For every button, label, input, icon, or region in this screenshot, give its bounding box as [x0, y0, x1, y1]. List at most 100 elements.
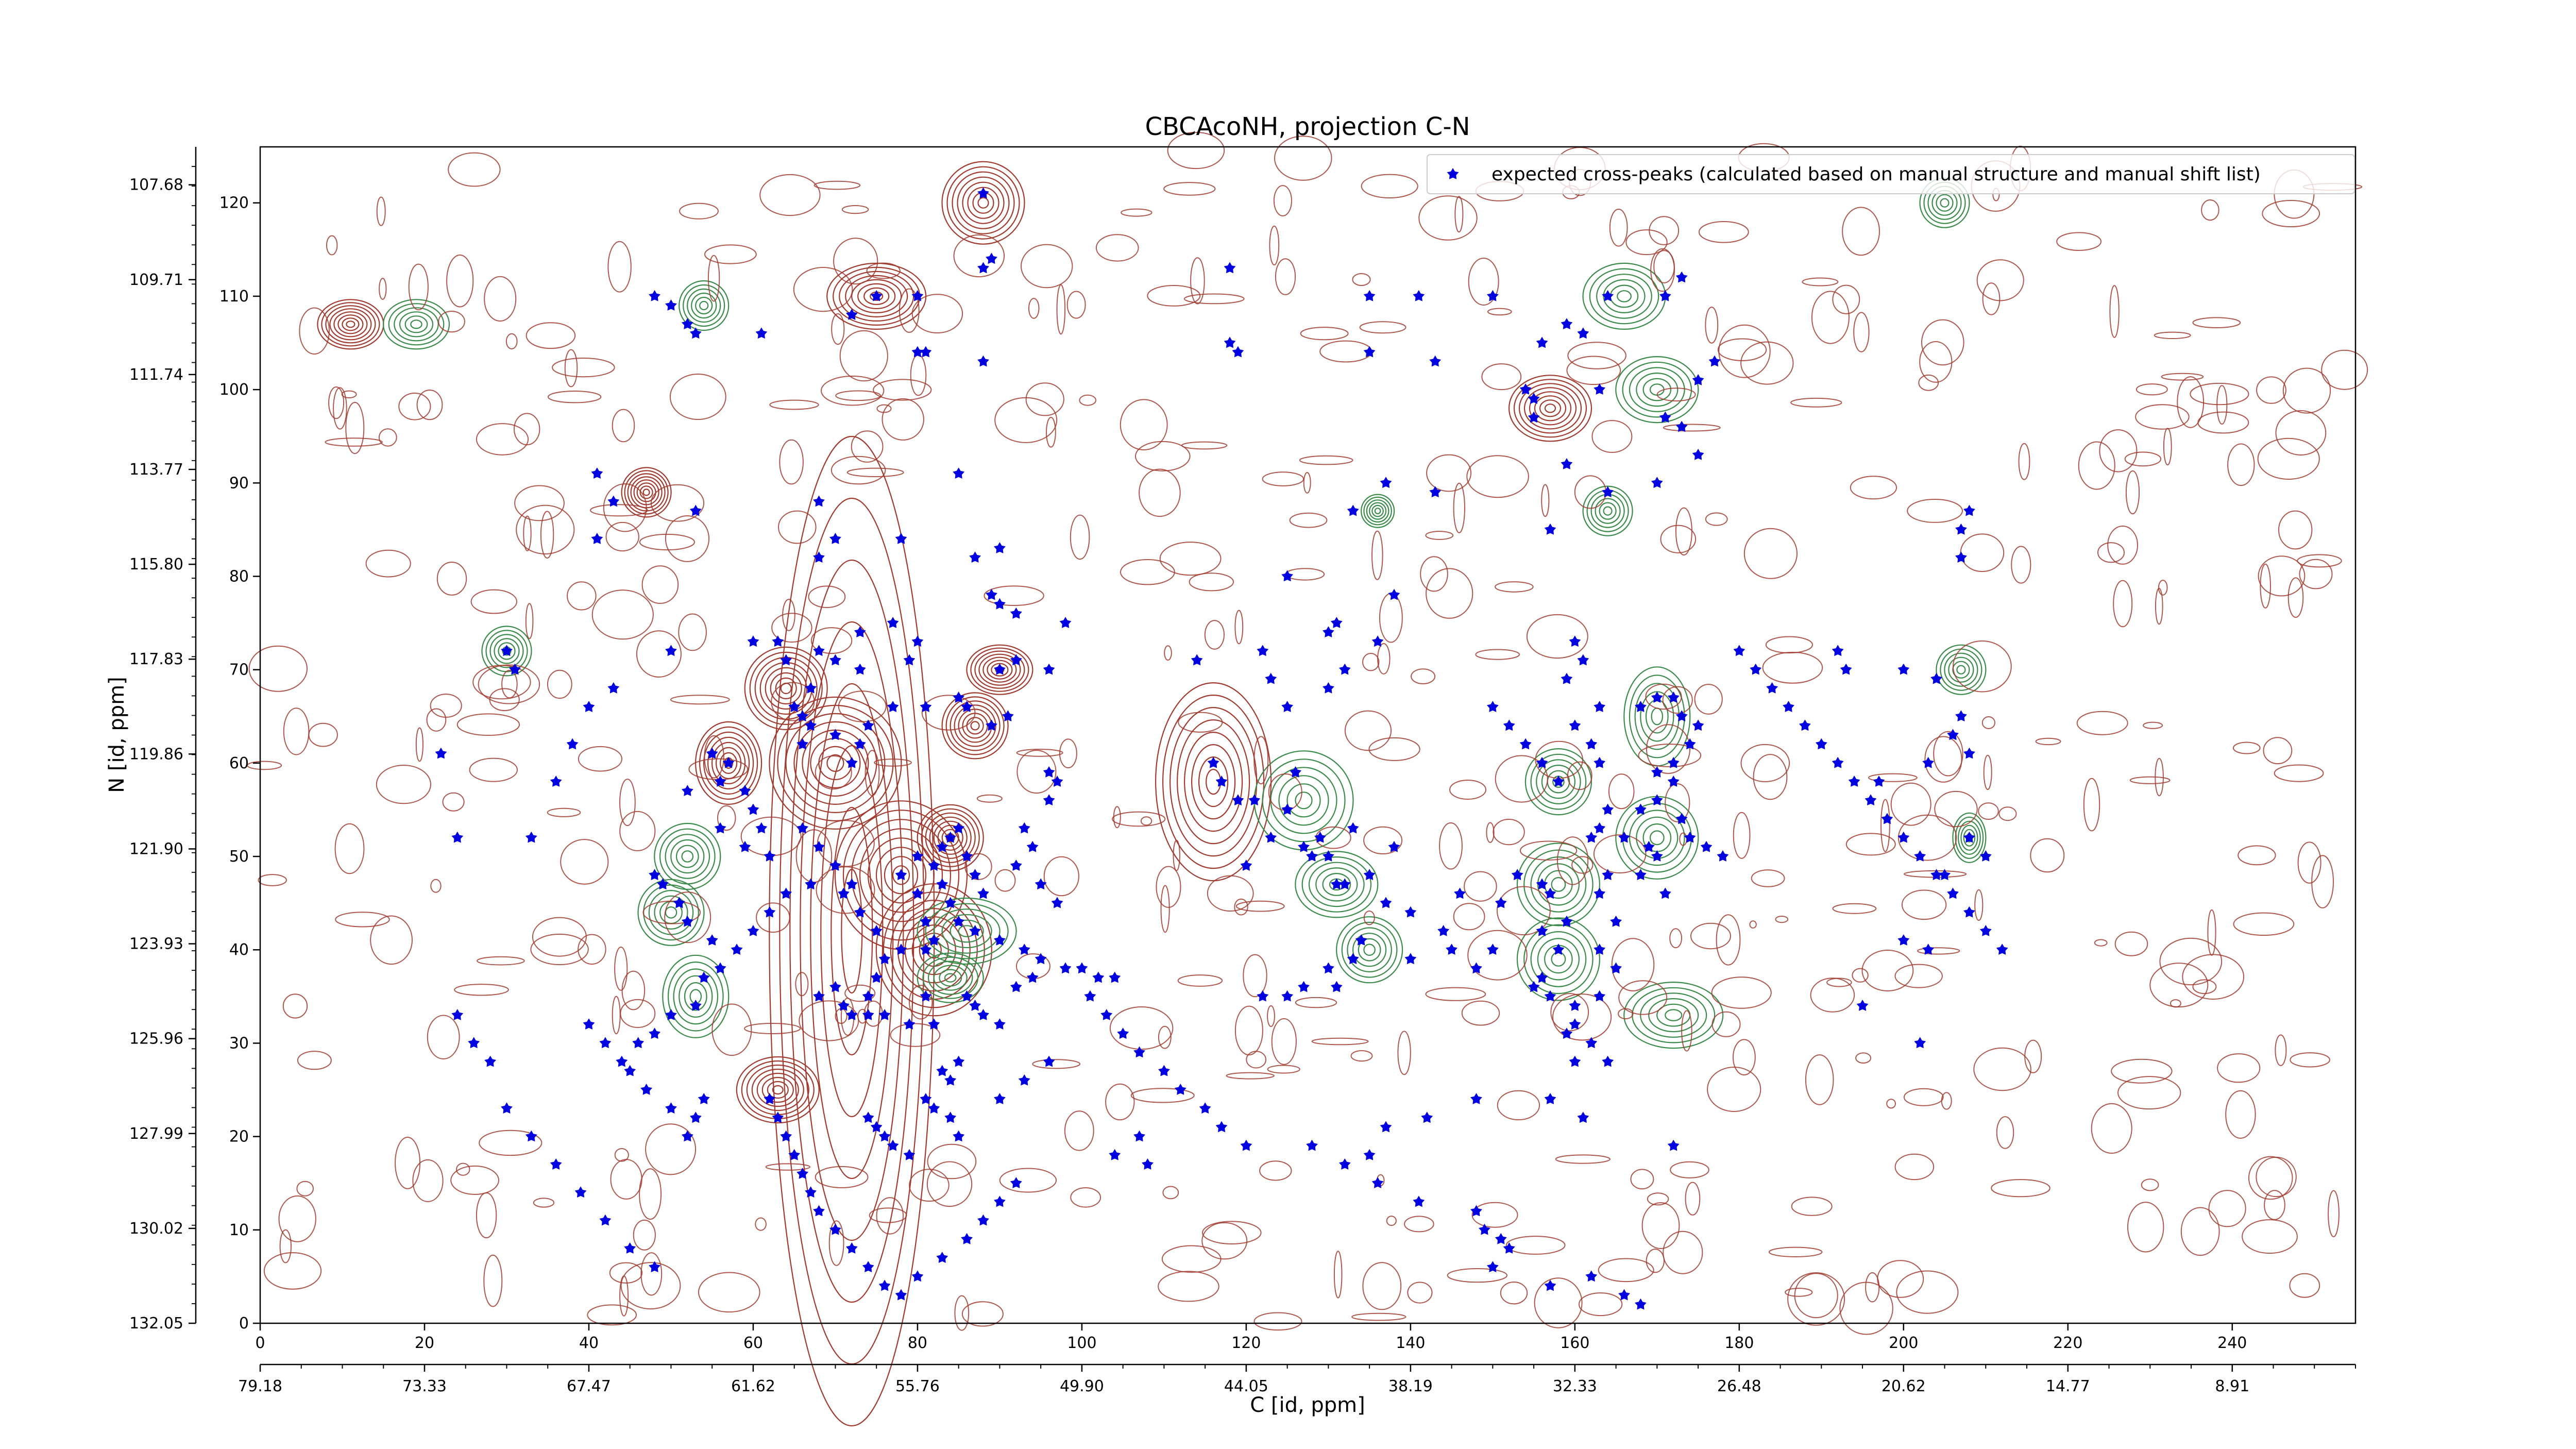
cross-peak-point	[1371, 1177, 1384, 1188]
x-tick-label: 180	[1724, 1334, 1754, 1352]
noise-contour	[1411, 668, 1436, 684]
noise-contour	[650, 484, 705, 522]
cross-peak-point	[845, 1242, 858, 1254]
cross-peak-point	[657, 878, 669, 890]
cross-peak-point	[583, 1018, 595, 1030]
cross-peak-point	[878, 1009, 891, 1020]
contour-ring	[1615, 356, 1699, 424]
cross-peak-point	[1035, 953, 1047, 965]
noise-contour	[759, 174, 821, 216]
noise-contour	[795, 972, 809, 997]
legend-marker	[1447, 168, 1459, 179]
noise-contour	[2154, 331, 2191, 339]
noise-contour	[1164, 645, 1172, 661]
contour-ring	[1184, 731, 1243, 832]
noise-contour	[1066, 291, 1086, 319]
noise-contour	[821, 376, 885, 406]
noise-contour	[1903, 1088, 1944, 1106]
cross-peak-point	[1388, 588, 1400, 600]
cross-peak-point	[953, 692, 965, 703]
cross-peak-point	[1059, 617, 1072, 628]
cross-peak-point	[1643, 840, 1655, 852]
contour-ring	[1508, 375, 1592, 442]
noise-contour	[1647, 1192, 1669, 1206]
contour-ring	[802, 729, 869, 797]
noise-contour	[590, 504, 648, 517]
cross-peak-point	[796, 822, 808, 834]
noise-contour	[1496, 886, 1551, 936]
cross-peak-point	[1815, 738, 1827, 750]
noise-contour	[1159, 542, 1222, 576]
contour-ring	[681, 850, 694, 863]
noise-contour	[2289, 1273, 2320, 1298]
cross-peak-point	[1610, 962, 1622, 974]
contour-ring	[1936, 194, 1954, 212]
noise-contour	[1974, 889, 1984, 921]
noise-contour	[2011, 546, 2031, 584]
noise-contour	[1350, 1050, 1373, 1062]
noise-contour	[379, 278, 387, 300]
contour-ring	[1541, 764, 1575, 799]
contour-ring	[751, 1068, 804, 1111]
cross-peak-point	[911, 635, 924, 647]
cross-peak-point	[1594, 822, 1606, 834]
noise-contour	[961, 1301, 1004, 1327]
noise-contour	[1105, 1083, 1135, 1121]
contour-ring	[1544, 403, 1556, 413]
noise-contour	[430, 694, 462, 718]
noise-contour	[1235, 900, 1285, 912]
noise-contour	[1705, 512, 1728, 526]
noise-contour	[308, 722, 338, 747]
cross-peak-point	[1010, 981, 1022, 992]
noise-contour	[1933, 731, 1963, 777]
noise-contour	[641, 565, 679, 604]
noise-contour	[427, 1015, 460, 1059]
noise-contour	[1638, 744, 1702, 767]
cross-peak-point	[1651, 692, 1663, 703]
cross-peak-point	[878, 1130, 891, 1142]
noise-contour	[263, 1252, 322, 1290]
cross-peak-point	[1528, 981, 1540, 992]
cross-peak-point	[805, 682, 817, 694]
noise-contour	[1120, 399, 1168, 451]
contour-ring	[925, 812, 976, 863]
cross-peak-point	[468, 1037, 480, 1049]
noise-contour	[1268, 773, 1302, 811]
cross-peak-point	[1314, 831, 1326, 843]
cross-peak-point	[1470, 1205, 1482, 1217]
noise-contour	[2257, 437, 2320, 480]
cross-peak-point	[1840, 663, 1852, 675]
cross-peak-point	[681, 318, 693, 329]
contour-ring	[974, 650, 1025, 689]
noise-contour	[1453, 482, 1466, 533]
noise-contour	[1352, 273, 1371, 286]
noise-contour	[2216, 385, 2228, 425]
cross-peak-point	[1963, 906, 1975, 918]
cross-peak-point	[689, 1000, 702, 1011]
noise-contour	[477, 956, 525, 966]
cross-peak-point	[1454, 887, 1466, 899]
noise-contour	[645, 1123, 697, 1175]
cross-peak-point	[920, 701, 932, 712]
noise-contour	[782, 599, 795, 631]
cross-peak-point	[870, 1121, 883, 1133]
cross-peak-point	[813, 551, 825, 563]
noise-contour	[1425, 987, 1486, 1001]
noise-contour	[1711, 976, 1772, 1009]
cross-peak-point	[977, 887, 989, 899]
cross-peak-point	[1413, 1195, 1425, 1207]
noise-contour	[1333, 1251, 1343, 1299]
noise-contour	[2262, 200, 2320, 227]
noise-contour	[1662, 686, 1693, 714]
contour-ring	[857, 283, 896, 310]
noise-contour	[328, 386, 345, 419]
cross-peak-point	[887, 617, 899, 628]
cross-peak-point	[764, 906, 776, 918]
contour-ring	[950, 919, 984, 943]
cross-peak-point	[1026, 971, 1039, 983]
contour-ring	[925, 903, 1009, 959]
noise-contour	[2278, 510, 2313, 550]
noise-contour	[1896, 1270, 1959, 1314]
contour-ring	[939, 969, 962, 987]
cross-peak-point	[1338, 663, 1351, 675]
